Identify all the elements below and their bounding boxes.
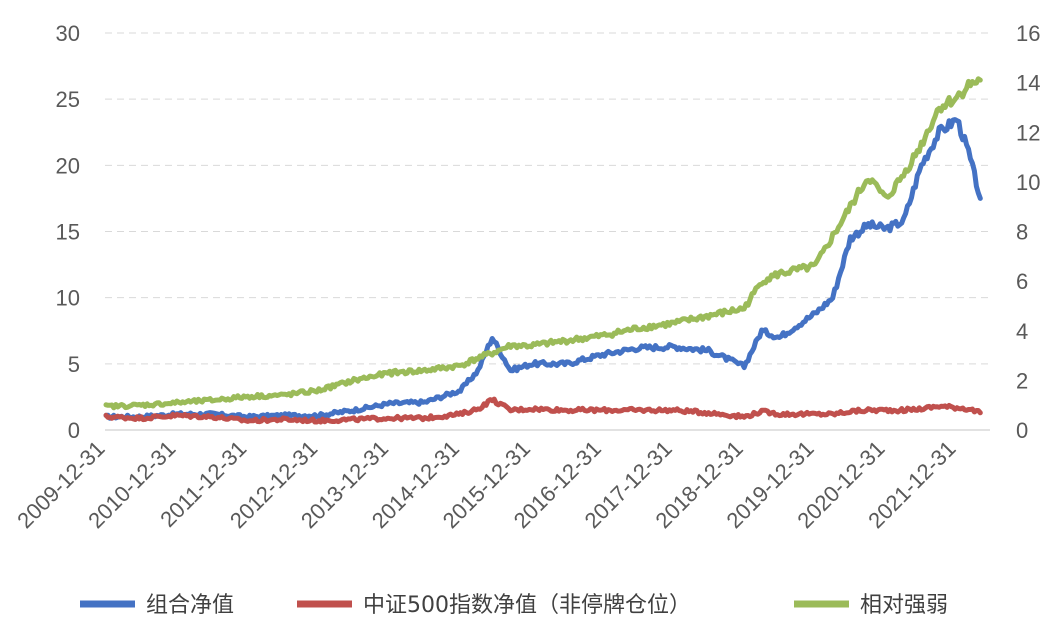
x-axis: 2009-12-312010-12-312011-12-312012-12-31… — [12, 429, 990, 533]
right-y-tick-label: 14 — [1016, 71, 1040, 96]
legend-label: 中证500指数净值（非停牌仓位） — [363, 593, 691, 618]
left-y-tick-label: 30 — [56, 21, 80, 46]
series-line-3 — [103, 76, 983, 411]
right-y-tick-label: 16 — [1016, 21, 1040, 46]
legend-label: 组合净值 — [146, 593, 234, 618]
left-y-tick-label: 25 — [56, 87, 80, 112]
legend-item: 中证500指数净值（非停牌仓位） — [297, 593, 691, 618]
right-y-tick-label: 10 — [1016, 170, 1040, 195]
right-y-tick-label: 12 — [1016, 120, 1040, 145]
series-line-1 — [103, 117, 983, 421]
left-y-axis: 0 5 10 15 20 25 30 — [56, 21, 80, 443]
right-y-tick-label: 2 — [1016, 368, 1028, 393]
right-y-tick-label: 6 — [1016, 269, 1028, 294]
right-y-tick-label: 0 — [1016, 418, 1028, 443]
gridlines — [105, 32, 990, 365]
right-y-tick-label: 8 — [1016, 220, 1028, 245]
legend-label: 相对强弱 — [860, 593, 948, 618]
legend-item: 组合净值 — [80, 593, 234, 618]
legend-item: 相对强弱 — [794, 593, 948, 618]
series-lines — [103, 76, 983, 425]
left-y-tick-label: 5 — [68, 352, 80, 377]
left-y-tick-label: 0 — [68, 418, 80, 443]
left-y-tick-label: 15 — [56, 220, 80, 245]
right-y-axis: 0 2 4 6 8 10 12 14 16 — [1016, 21, 1040, 443]
legend: 组合净值 中证500指数净值（非停牌仓位） 相对强弱 — [80, 593, 948, 618]
right-y-tick-label: 4 — [1016, 319, 1028, 344]
series-line-2 — [103, 396, 983, 425]
left-y-tick-label: 10 — [56, 286, 80, 311]
left-y-tick-label: 20 — [56, 153, 80, 178]
